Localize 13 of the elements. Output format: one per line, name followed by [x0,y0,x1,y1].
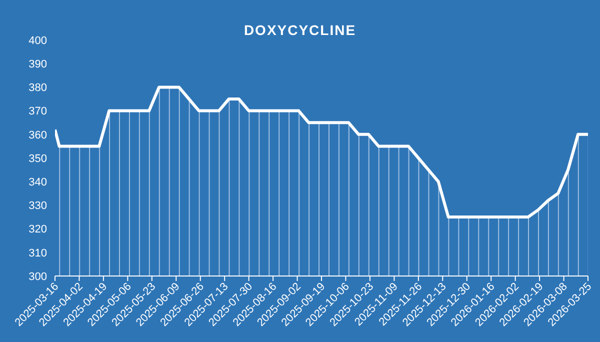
y-tick-label: 330 [28,200,47,212]
y-tick-label: 310 [28,247,47,260]
y-tick-label: 320 [28,224,47,236]
line-series [55,86,588,218]
y-tick-label: 360 [28,129,47,142]
y-tick-label: 380 [28,82,47,94]
y-tick-label: 350 [28,152,47,165]
y-tick-label: 390 [28,58,47,71]
chart-title: DOXYCYCLINE [244,22,356,38]
y-tick-label: 300 [28,270,47,283]
y-tick-label: 370 [28,106,47,118]
y-tick-label: 340 [28,176,47,189]
y-tick-label: 400 [28,34,47,47]
